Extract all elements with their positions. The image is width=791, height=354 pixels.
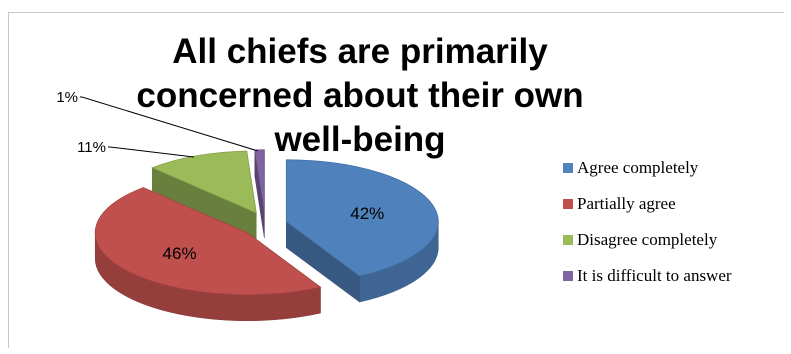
leader-line <box>80 96 258 152</box>
legend-swatch <box>563 235 573 245</box>
data-label: 42% <box>350 204 384 223</box>
legend-item: It is difficult to answer <box>563 258 788 294</box>
data-label: 1% <box>56 89 78 106</box>
legend-swatch <box>563 271 573 281</box>
pie-slice <box>151 150 257 214</box>
leader-line <box>108 146 194 158</box>
chart-frame <box>8 12 784 348</box>
legend-label: It is difficult to answer <box>577 266 732 285</box>
legend-swatch <box>563 163 573 173</box>
legend-swatch <box>563 199 573 209</box>
legend-item: Disagree completely <box>563 222 788 258</box>
legend: Agree completely Partially agree Disagree … <box>563 150 788 294</box>
legend-item: Partially agree <box>563 186 788 222</box>
data-label: 46% <box>163 244 197 263</box>
data-label: 11% <box>77 139 106 156</box>
pie-slice <box>285 159 439 277</box>
legend-label: Agree completely <box>577 158 699 177</box>
legend-label: Disagree completely <box>577 230 718 249</box>
chart-title: All chiefs are primarily concerned about… <box>136 32 584 159</box>
pie-slice <box>94 187 322 296</box>
legend-label: Partially agree <box>577 194 676 213</box>
legend-item: Agree completely <box>563 150 788 186</box>
